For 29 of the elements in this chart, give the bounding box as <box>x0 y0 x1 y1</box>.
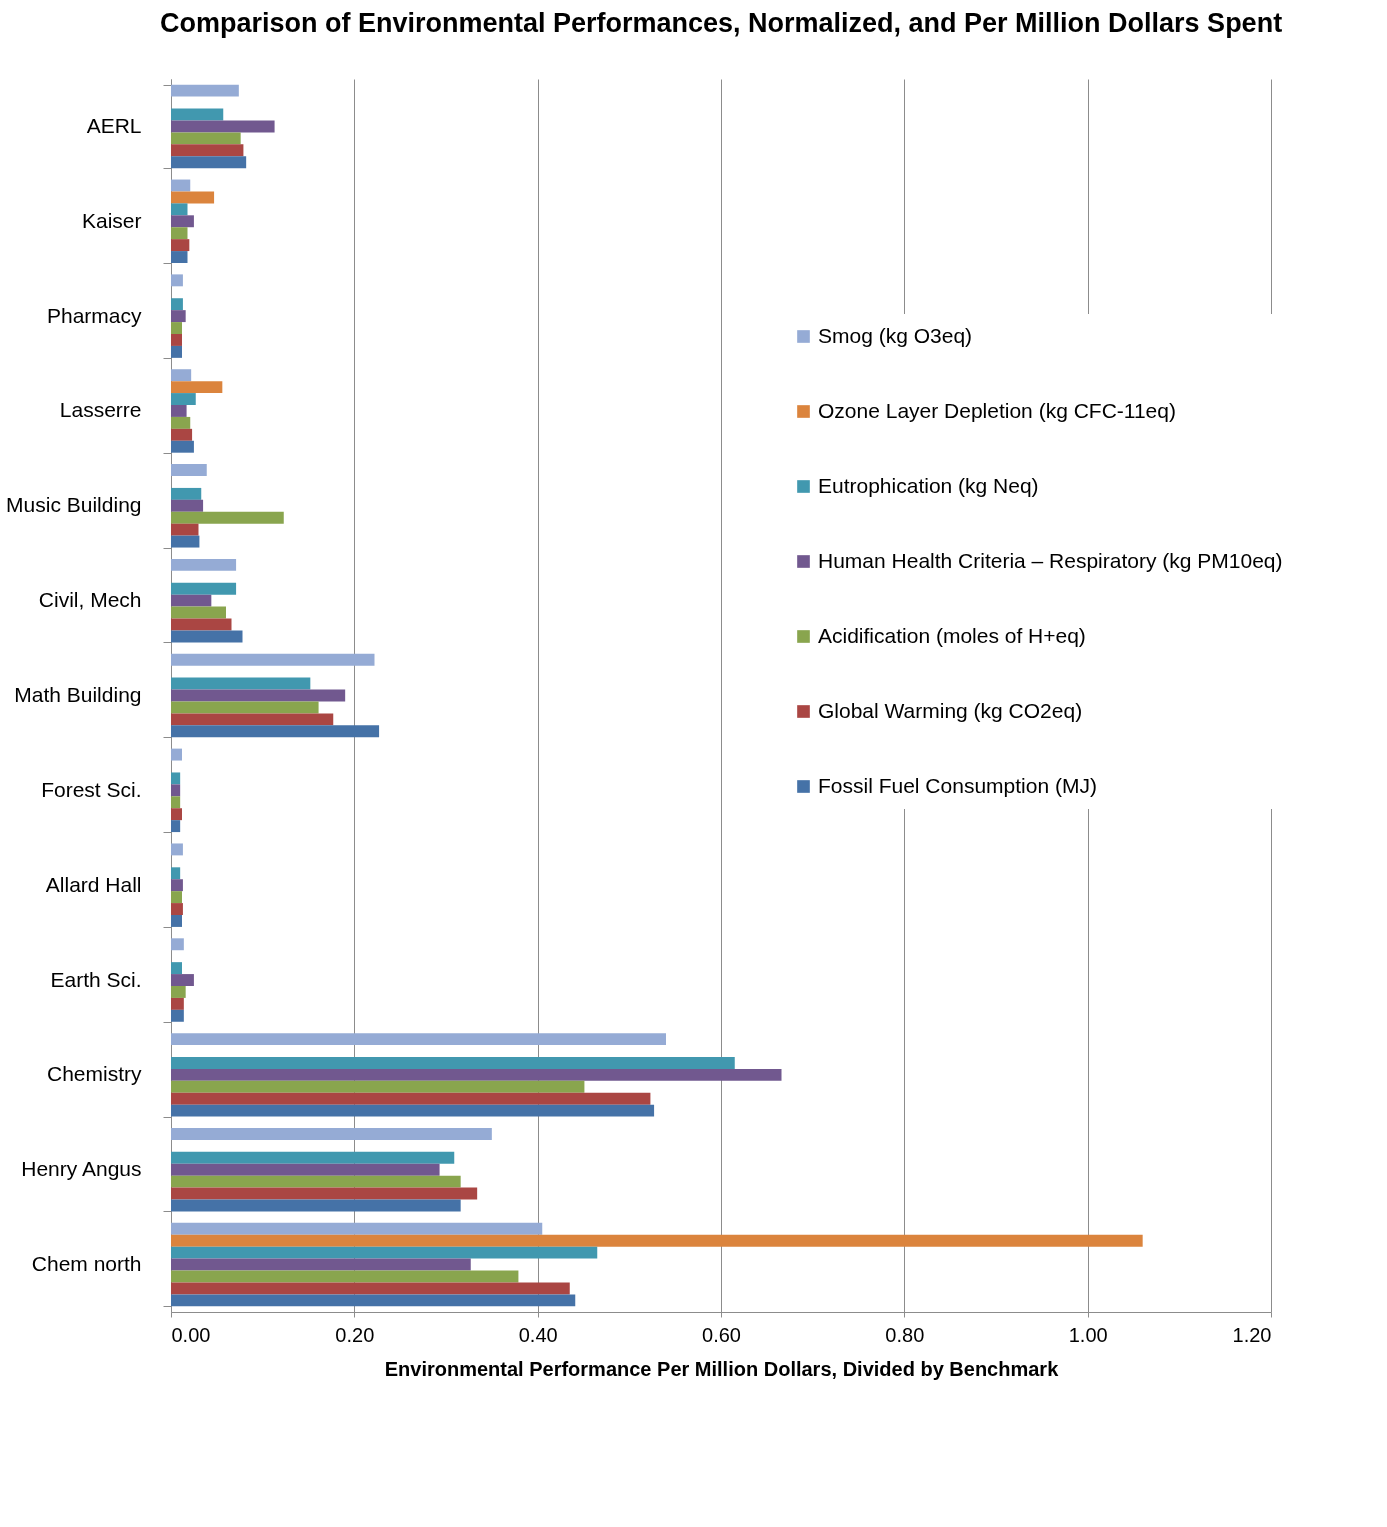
chart-title: Comparison of Environmental Performances, Normalized, and Per Million Dollars Spent <box>159 8 1283 38</box>
legend-label: Fossil Fuel Consumption (MJ) <box>818 773 1097 797</box>
x-tick-label: 1.00 <box>1068 1323 1108 1346</box>
legend-label: Human Health Criteria – Respiratory (kg PM10eq) <box>818 548 1283 572</box>
x-tick-label: 1.20 <box>1232 1323 1272 1346</box>
y-tick-label: Math Building <box>14 683 142 706</box>
y-tick-label: Lasserre <box>59 398 142 422</box>
x-tick-label: 0.40 <box>518 1323 558 1346</box>
legend-label: Smog (kg O3eq) <box>818 323 973 347</box>
legend-label: Eutrophication (kg Neq) <box>818 473 1039 497</box>
legend-label: Acidification (moles of H+eq) <box>818 623 1086 647</box>
y-tick-label: Forest Sci. <box>41 777 142 801</box>
legend-label: Ozone Layer Depletion (kg CFC-11eq) <box>818 398 1176 422</box>
x-tick-label: 0.60 <box>702 1323 741 1346</box>
y-tick-label: Chem north <box>31 1252 142 1276</box>
y-tick-label: Chemistry <box>46 1062 142 1086</box>
y-tick-label: Earth Sci. <box>50 967 142 991</box>
x-tick-label: 0.00 <box>171 1323 211 1346</box>
y-tick-label: Henry Angus <box>21 1157 142 1181</box>
y-tick-label: Music Building <box>6 493 142 517</box>
x-axis-title: Environmental Performance Per Million Dollars, Divided by Benchmark <box>384 1357 1060 1380</box>
y-tick-label: Pharmacy <box>46 303 142 327</box>
y-tick-label: AERL <box>86 113 142 137</box>
x-tick-label: 0.20 <box>335 1323 375 1346</box>
x-tick-label: 0.80 <box>885 1323 925 1346</box>
y-tick-label: Kaiser <box>81 208 142 232</box>
legend-label: Global Warming (kg CO2eq) <box>818 698 1083 722</box>
y-tick-label: Civil, Mech <box>38 588 142 612</box>
y-tick-label: Allard Hall <box>45 872 142 896</box>
